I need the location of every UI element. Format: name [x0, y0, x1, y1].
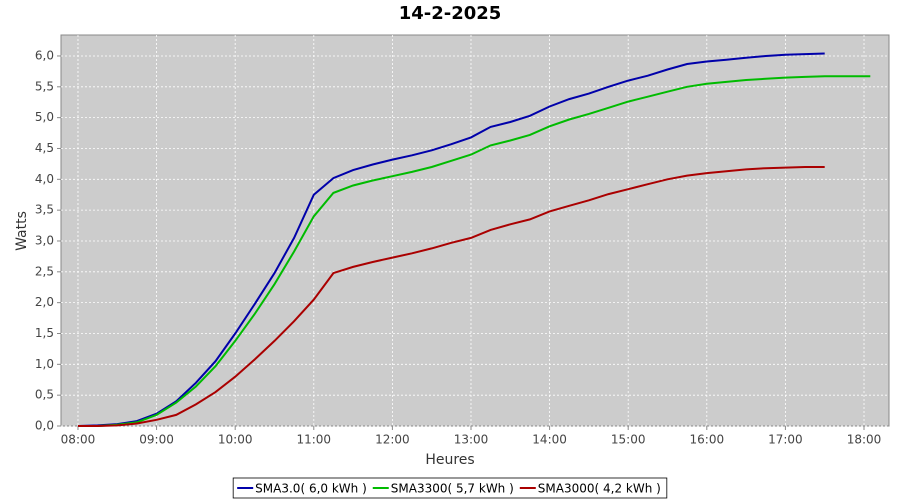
x-tick-label: 08:00 [61, 433, 96, 447]
x-tick-label: 11:00 [296, 433, 331, 447]
x-tick-label: 13:00 [454, 433, 489, 447]
x-tick-label: 17:00 [768, 433, 803, 447]
series-line [78, 75, 871, 427]
chart-title: 14-2-2025 [399, 3, 502, 24]
y-tick-label: 5,0 [35, 110, 54, 124]
legend-label: SMA3000( 4,2 kWh ) [538, 482, 661, 496]
x-tick-label: 18:00 [847, 433, 882, 447]
y-tick-label: 3,5 [35, 203, 54, 217]
plot-area [60, 34, 890, 427]
y-axis-title: Watts [14, 211, 30, 251]
x-tick-label: 12:00 [375, 433, 410, 447]
y-tick-label: 1,5 [35, 326, 54, 340]
legend-label: SMA3300( 5,7 kWh ) [391, 482, 514, 496]
y-tick-label: 3,0 [35, 233, 54, 247]
y-tick-label: 2,0 [35, 295, 54, 309]
y-tick-label: 1,0 [35, 357, 54, 371]
x-tick-label: 10:00 [218, 433, 253, 447]
y-tick-label: 0,5 [35, 388, 54, 402]
y-tick-label: 6,0 [35, 48, 54, 62]
y-tick-label: 5,5 [35, 79, 54, 93]
x-axis-title: Heures [425, 452, 474, 468]
legend: SMA3.0( 6,0 kWh ) SMA3300( 5,7 kWh ) SMA30… [232, 477, 668, 499]
y-tick-label: 4,5 [35, 141, 54, 155]
y-tick-label: 4,0 [35, 172, 54, 186]
legend-label: SMA3.0( 6,0 kWh ) [255, 482, 367, 496]
x-tick-label: 15:00 [611, 433, 646, 447]
y-tick-label: 2,5 [35, 264, 54, 278]
x-tick-label: 16:00 [690, 433, 725, 447]
legend-box [232, 477, 668, 499]
y-tick-label: 0,0 [35, 419, 54, 433]
series-line [77, 52, 825, 427]
x-tick-label: 09:00 [139, 433, 174, 447]
x-tick-label: 14:00 [532, 433, 567, 447]
series-line [78, 166, 825, 427]
